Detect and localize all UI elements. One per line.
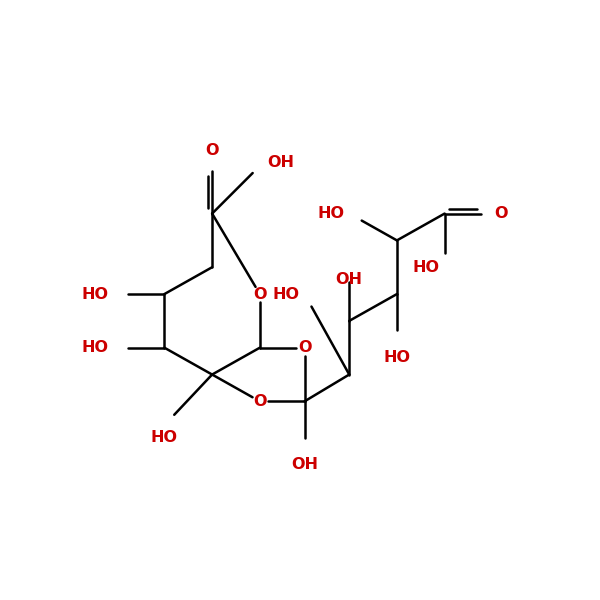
Text: O: O <box>494 206 508 221</box>
Text: HO: HO <box>383 349 410 364</box>
Text: OH: OH <box>268 155 295 170</box>
Text: HO: HO <box>273 287 300 302</box>
Text: OH: OH <box>291 457 318 472</box>
Text: HO: HO <box>82 287 109 302</box>
Text: O: O <box>298 340 311 355</box>
Text: O: O <box>205 143 219 158</box>
Text: HO: HO <box>151 430 178 445</box>
Text: HO: HO <box>82 340 109 355</box>
Text: HO: HO <box>317 206 344 221</box>
Text: O: O <box>253 287 266 302</box>
Text: HO: HO <box>413 260 440 275</box>
Text: O: O <box>253 394 266 409</box>
Text: OH: OH <box>336 272 363 287</box>
